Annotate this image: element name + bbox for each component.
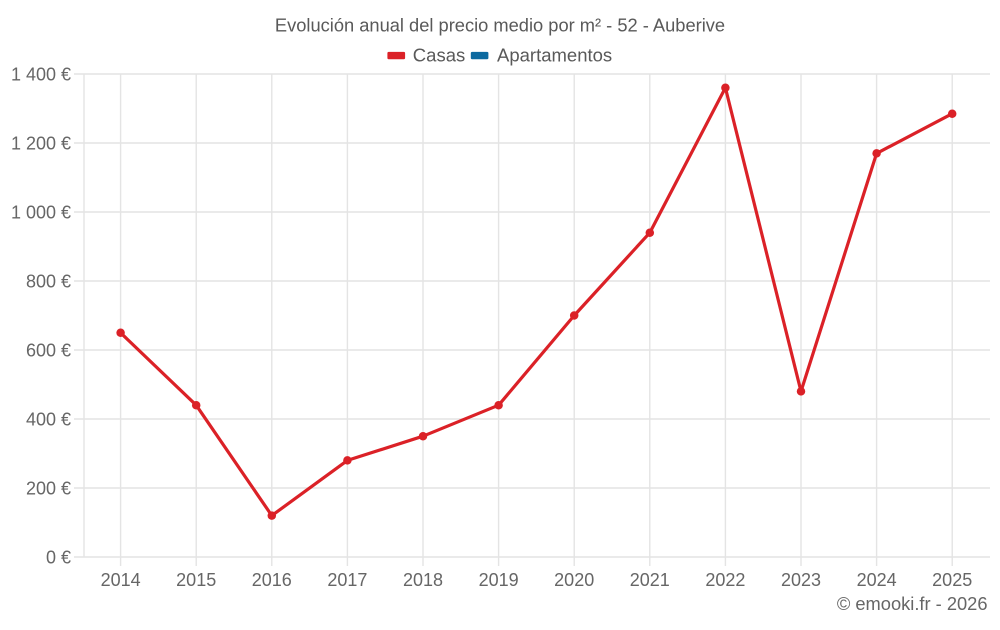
svg-text:2024: 2024 xyxy=(857,570,897,590)
svg-text:2017: 2017 xyxy=(327,570,367,590)
svg-text:2014: 2014 xyxy=(101,570,141,590)
svg-text:0 €: 0 € xyxy=(46,548,71,568)
svg-text:2016: 2016 xyxy=(252,570,292,590)
svg-text:© emooki.fr - 2026: © emooki.fr - 2026 xyxy=(837,593,988,614)
svg-text:2023: 2023 xyxy=(781,570,821,590)
svg-text:400 €: 400 € xyxy=(26,410,71,430)
svg-text:2021: 2021 xyxy=(630,570,670,590)
svg-text:2018: 2018 xyxy=(403,570,443,590)
svg-text:2015: 2015 xyxy=(176,570,216,590)
svg-text:2025: 2025 xyxy=(932,570,972,590)
svg-text:2022: 2022 xyxy=(705,570,745,590)
svg-text:2020: 2020 xyxy=(554,570,594,590)
svg-text:Evolución anual del precio med: Evolución anual del precio medio por m² … xyxy=(275,15,725,36)
svg-text:Casas: Casas xyxy=(413,44,465,65)
svg-text:1 400 €: 1 400 € xyxy=(11,65,71,85)
svg-text:Apartamentos: Apartamentos xyxy=(497,44,612,65)
svg-text:200 €: 200 € xyxy=(26,479,71,499)
svg-text:800 €: 800 € xyxy=(26,272,71,292)
svg-text:600 €: 600 € xyxy=(26,341,71,361)
svg-text:1 000 €: 1 000 € xyxy=(11,203,71,223)
svg-text:1 200 €: 1 200 € xyxy=(11,134,71,154)
svg-text:2019: 2019 xyxy=(479,570,519,590)
